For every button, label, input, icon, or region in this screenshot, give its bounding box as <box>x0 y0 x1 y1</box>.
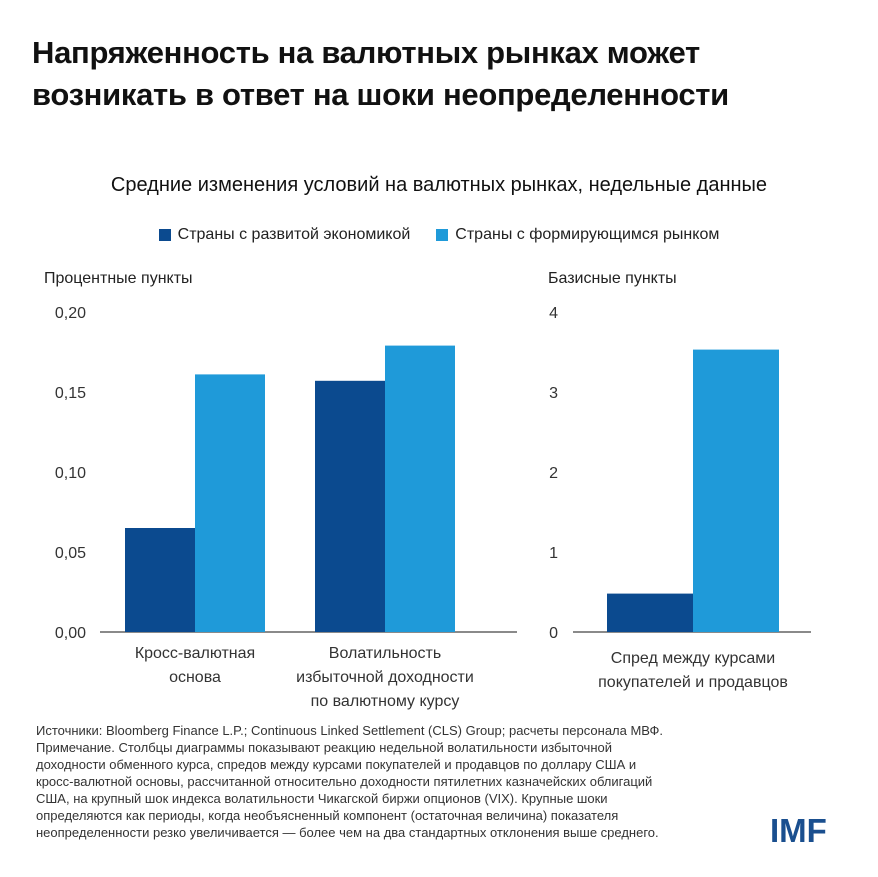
footnote-line: доходности обменного курса, спредов межд… <box>36 757 637 772</box>
legend-label-advanced: Страны с развитой экономикой <box>177 226 411 243</box>
bar-emerging <box>693 349 779 632</box>
legend: Страны с развитой экономикой Страны с фо… <box>0 226 878 244</box>
category-label: Кросс-валютная <box>135 645 255 662</box>
y-tick-label: 0 <box>549 625 558 642</box>
category-label: покупателей и продавцов <box>598 674 788 691</box>
bar-advanced <box>125 528 195 632</box>
footnote: Источники: Bloomberg Finance L.P.; Conti… <box>36 722 776 841</box>
footnote-line: Примечание. Столбцы диаграммы показывают… <box>36 740 613 755</box>
legend-swatch-emerging <box>436 229 449 241</box>
bar-charts: Процентные пункты 0,00 0,05 0,10 0,15 0,20 Кро… <box>44 270 811 710</box>
bar-advanced <box>607 593 693 632</box>
footnote-line: неопределенности резко увеличивается — б… <box>36 825 659 840</box>
footnote-line: определяются как периоды, когда необъясн… <box>36 808 619 823</box>
y-tick-label: 0,20 <box>55 305 86 322</box>
bar-advanced <box>315 380 385 632</box>
y-axis-unit-label: Процентные пункты <box>44 270 193 287</box>
y-tick-label: 1 <box>549 545 558 562</box>
footnote-line: кросс-валютной основы, рассчитанной отно… <box>36 774 653 789</box>
category-label: Спред между курсами <box>611 650 775 667</box>
legend-item-emerging: Страны с формирующимся рынком <box>436 226 719 244</box>
chart-title: Напряженность на валютных рынках может в… <box>32 35 729 112</box>
y-axis-unit-label: Базисные пункты <box>548 270 677 287</box>
y-tick-label: 2 <box>549 465 558 482</box>
y-tick-label: 0,00 <box>55 625 86 642</box>
imf-logo: IMF <box>770 812 827 849</box>
y-tick-label: 0,10 <box>55 465 86 482</box>
legend-label-emerging: Страны с формирующимся рынком <box>455 226 720 243</box>
y-tick-label: 0,05 <box>55 545 86 562</box>
legend-item-advanced: Страны с развитой экономикой <box>158 226 411 244</box>
bar-emerging <box>385 345 455 632</box>
legend-swatch-advanced <box>158 229 171 241</box>
y-tick-label: 3 <box>549 385 558 402</box>
category-label: по валютному курсу <box>311 693 460 710</box>
category-label: Волатильность <box>329 645 441 662</box>
category-label: избыточной доходности <box>296 669 474 686</box>
chart-subtitle: Средние изменения условий на валютных ры… <box>110 174 768 196</box>
footnote-line: США, на крупный шок индекса волатильност… <box>36 791 608 806</box>
category-label: основа <box>169 669 221 686</box>
y-tick-label: 4 <box>549 305 558 322</box>
footnote-line: Источники: Bloomberg Finance L.P.; Conti… <box>36 723 664 738</box>
bar-emerging <box>195 374 265 632</box>
y-tick-label: 0,15 <box>55 385 86 402</box>
